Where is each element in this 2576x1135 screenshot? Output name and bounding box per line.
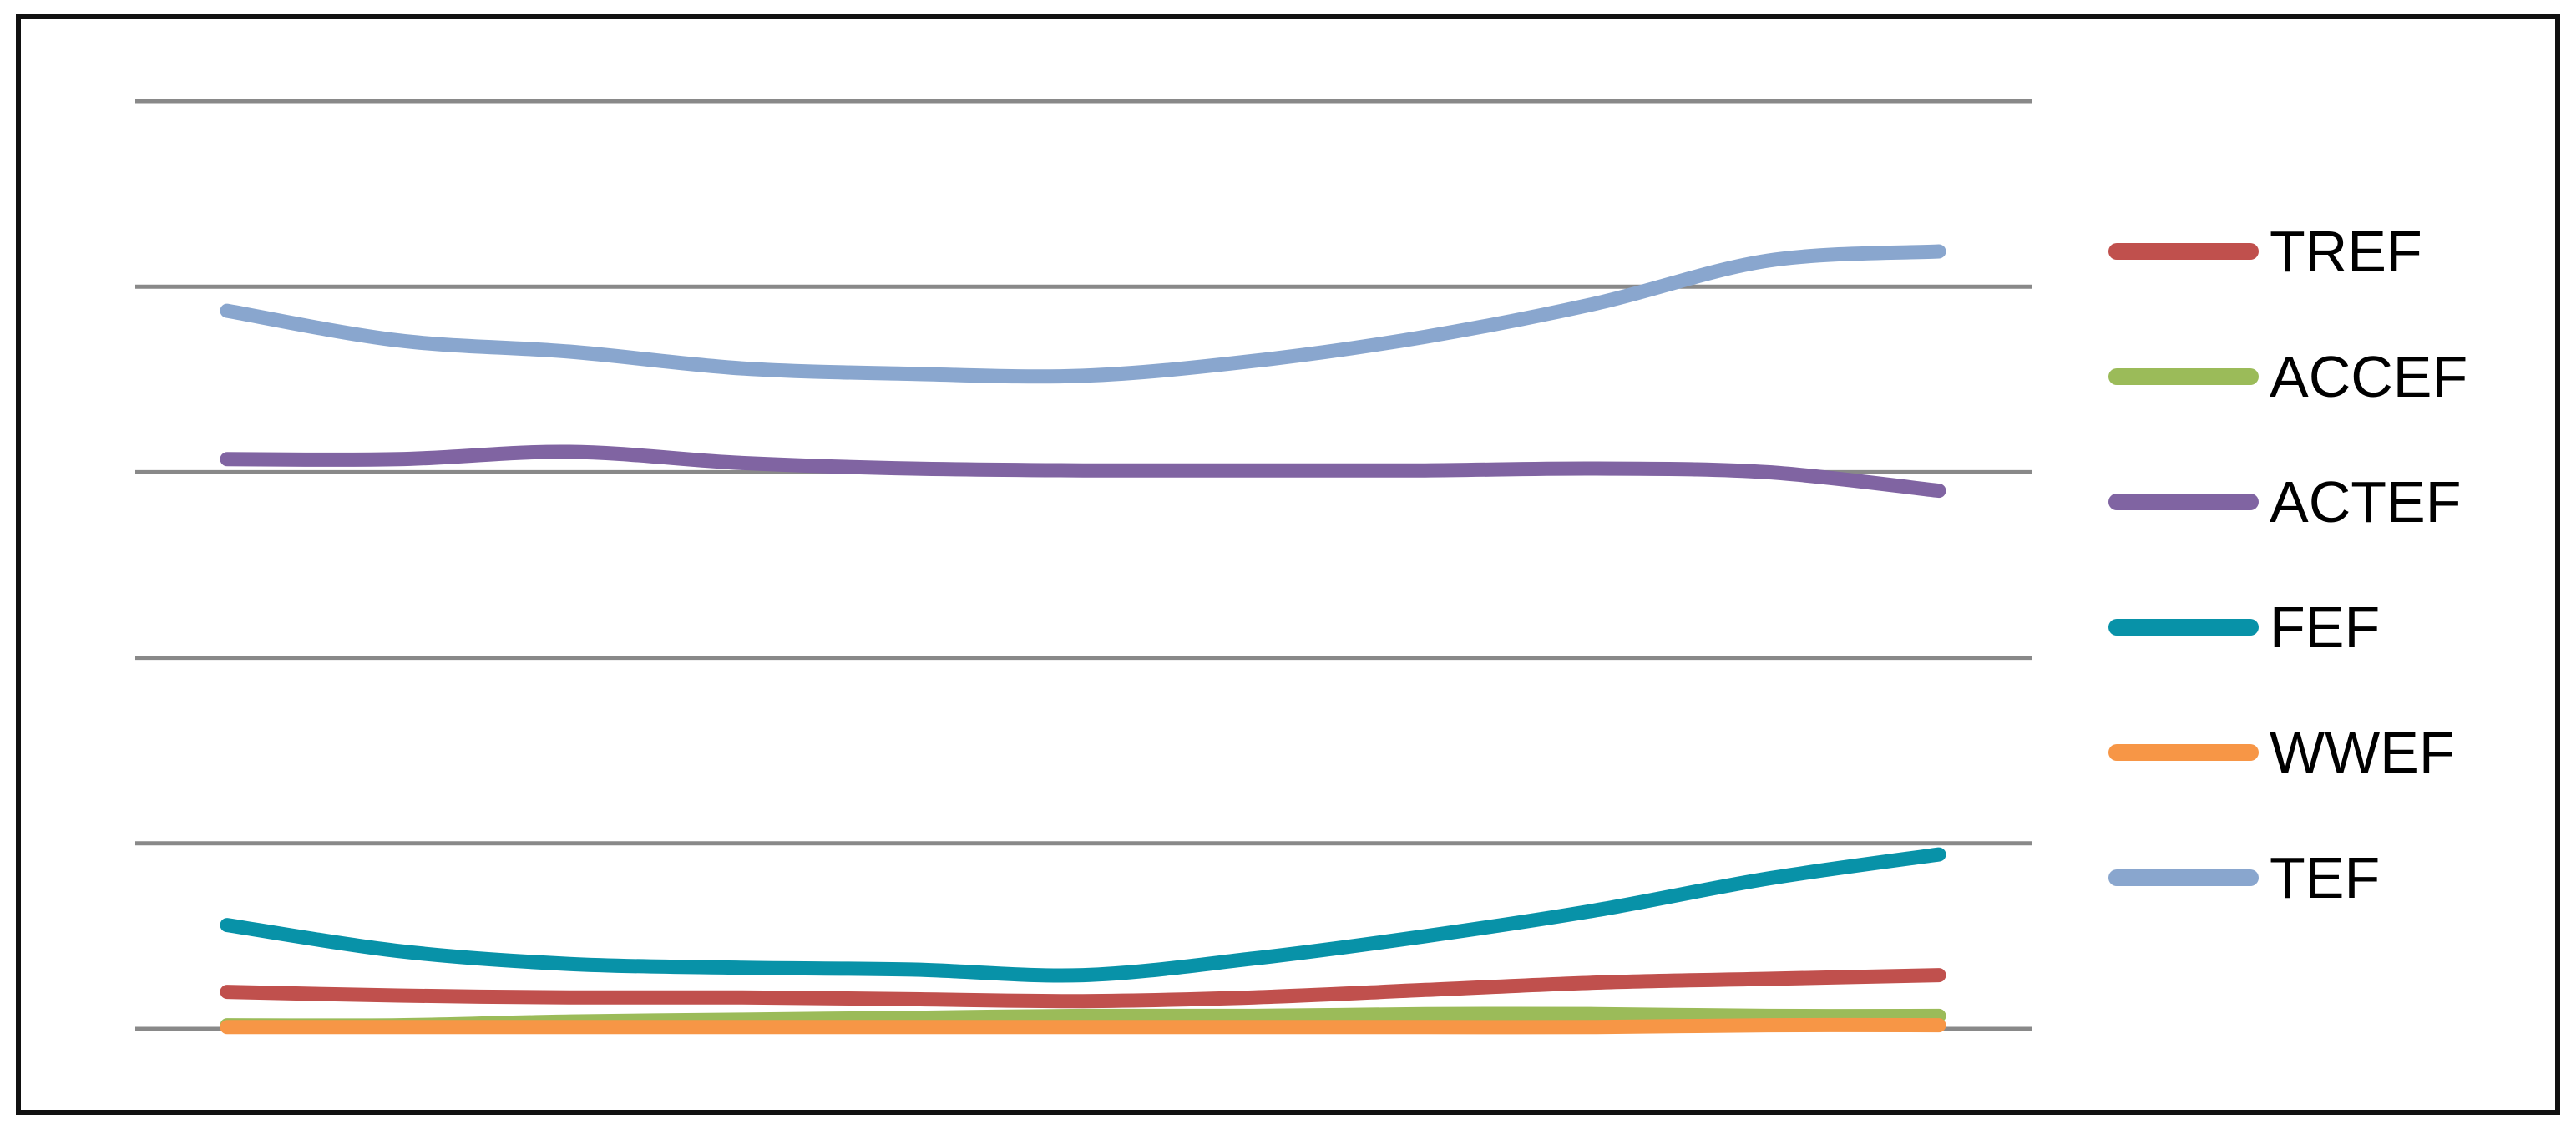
series-line-fef bbox=[220, 847, 1946, 983]
series-line-actef bbox=[220, 444, 1946, 499]
series-lines bbox=[220, 244, 1946, 1035]
series-line-tref bbox=[220, 968, 1946, 1009]
chart-frame-border bbox=[16, 14, 2560, 1115]
series-line-tef bbox=[220, 244, 1946, 384]
series-line-wwef bbox=[220, 1017, 1946, 1035]
